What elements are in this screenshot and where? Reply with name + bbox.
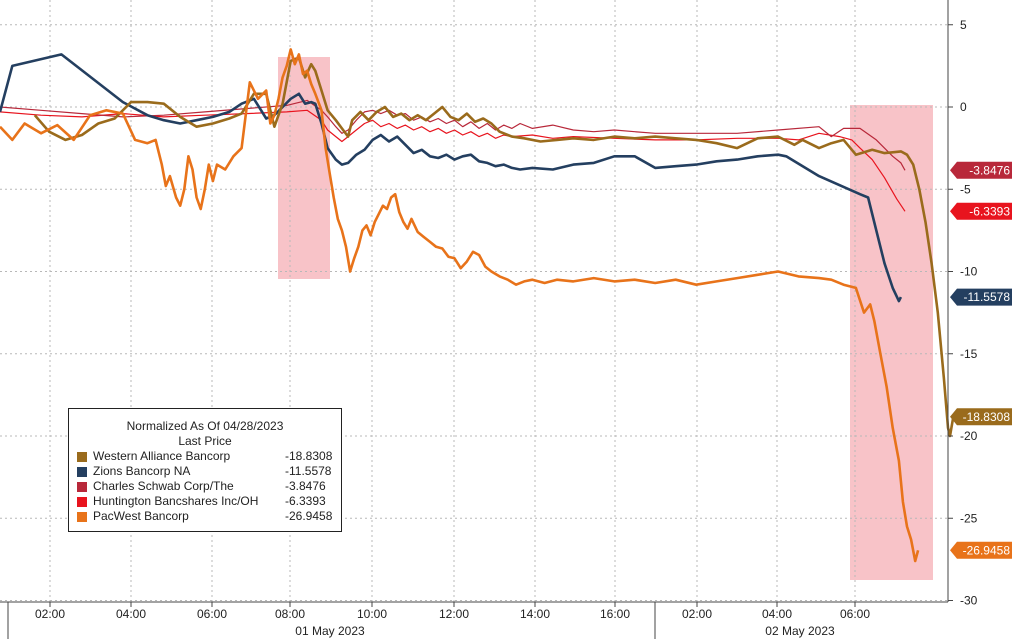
badge-label: -11.5578 <box>964 290 1011 304</box>
y-tick-label: -15 <box>960 347 978 361</box>
last-price-badge: -18.8308 <box>950 408 1012 426</box>
badge-shape <box>950 288 1012 306</box>
last-price-badge: -11.5578 <box>950 288 1012 306</box>
legend-series-name: Western Alliance Bancorp <box>93 449 231 463</box>
series-line-pacwest-bancorp <box>0 48 920 563</box>
legend-series-value: -18.8308 <box>285 449 333 463</box>
last-price-badge: -6.3393 <box>950 202 1012 220</box>
y-tick-label: -5 <box>960 182 971 196</box>
legend-item: Western Alliance Bancorp -18.8308 <box>69 449 341 464</box>
badge-shape <box>950 161 1012 179</box>
x-tick-label: 06:00 <box>840 607 870 621</box>
x-date-label: 02 May 2023 <box>765 624 835 638</box>
legend-title: Normalized As Of 04/28/2023 <box>126 419 284 433</box>
x-tick-label: 10:00 <box>357 607 387 621</box>
legend-item: Charles Schwab Corp/The -3.8476 <box>69 479 341 494</box>
y-tick-label: -25 <box>960 511 978 525</box>
legend-item: Huntington Bancshares Inc/OH -6.3393 <box>69 494 341 509</box>
last-price-badge: -3.8476 <box>950 161 1012 179</box>
gridlines <box>0 0 948 602</box>
badge-label: -3.8476 <box>969 163 1010 177</box>
x-tick-label: 06:00 <box>197 607 227 621</box>
y-tick-label: -10 <box>960 265 978 279</box>
x-tick-label: 04:00 <box>116 607 146 621</box>
legend-series-name: PacWest Bancorp <box>93 509 189 523</box>
x-tick-label: 02:00 <box>35 607 65 621</box>
x-tick-label: 16:00 <box>600 607 630 621</box>
y-tick-label: 5 <box>960 18 967 32</box>
badge-shape <box>950 541 1012 559</box>
legend-series-value: -3.8476 <box>285 479 326 493</box>
badge-label: -18.8308 <box>963 410 1011 424</box>
x-date-label: 01 May 2023 <box>295 624 365 638</box>
last-price-badges: -3.8476 -6.3393 -11.5578 -18.8308 -26.9458 <box>950 161 1012 559</box>
highlight-band <box>850 105 933 580</box>
x-tick-label: 02:00 <box>682 607 712 621</box>
legend-swatch <box>77 452 87 462</box>
badge-label: -6.3393 <box>969 204 1010 218</box>
legend-subtitle: Last Price <box>178 434 232 448</box>
badge-shape <box>950 408 1012 426</box>
legend-series-value: -6.3393 <box>285 494 326 508</box>
legend-swatch <box>77 497 87 507</box>
legend-swatch <box>77 482 87 492</box>
legend-series-value: -26.9458 <box>285 509 333 523</box>
legend-series-name: Charles Schwab Corp/The <box>93 479 234 493</box>
badge-shape <box>950 202 1012 220</box>
legend: Normalized As Of 04/28/2023 Last Price W… <box>68 408 342 532</box>
y-tick-label: 0 <box>960 100 967 114</box>
series-line-huntington-bancshares-inc-oh <box>0 109 906 212</box>
legend-series-name: Zions Bancorp NA <box>93 464 191 478</box>
legend-swatch <box>77 512 87 522</box>
x-tick-label: 12:00 <box>439 607 469 621</box>
legend-item: PacWest Bancorp -26.9458 <box>69 509 341 524</box>
series-lines <box>0 48 955 563</box>
x-tick-label: 08:00 <box>275 607 305 621</box>
legend-swatch <box>77 467 87 477</box>
legend-series-value: -11.5578 <box>285 464 332 478</box>
axes: 5 0 -5 -10 -15 -20 -25 -30 02:00 04:00 06:00 08:00 1… <box>0 0 978 639</box>
y-tick-label: -30 <box>960 594 978 608</box>
x-tick-label: 04:00 <box>762 607 792 621</box>
last-price-badge: -26.9458 <box>950 541 1012 559</box>
series-line-zions-bancorp-na <box>0 53 903 303</box>
legend-item: Zions Bancorp NA -11.5578 <box>69 464 341 479</box>
y-tick-label: -20 <box>960 429 978 443</box>
legend-series-name: Huntington Bancshares Inc/OH <box>93 494 259 508</box>
badge-label: -26.9458 <box>963 543 1011 557</box>
x-tick-label: 14:00 <box>520 607 550 621</box>
